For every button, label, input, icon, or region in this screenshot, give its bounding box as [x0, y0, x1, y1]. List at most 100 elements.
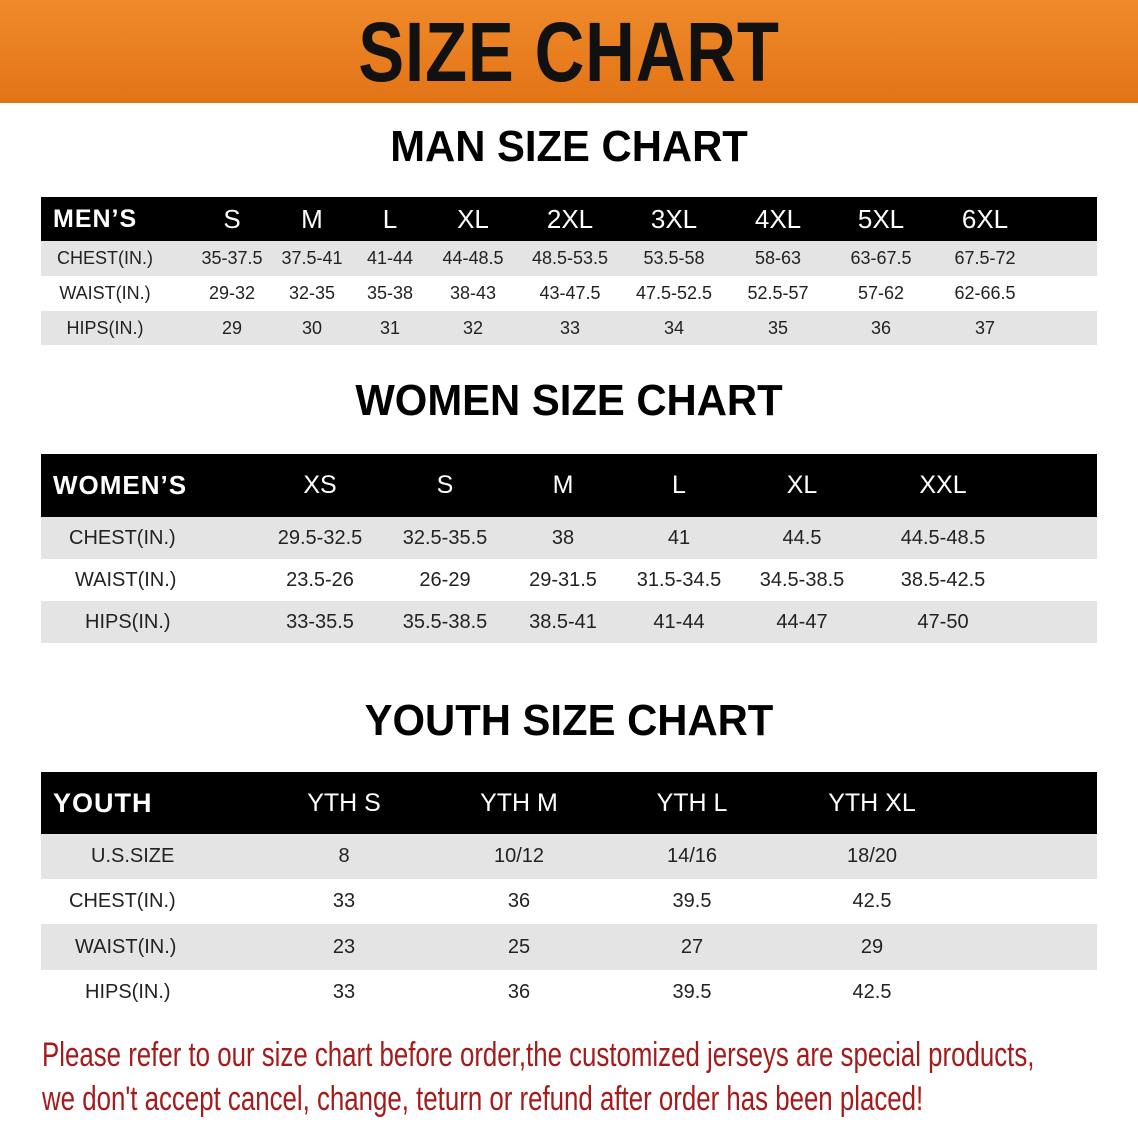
table-row: WAIST(IN.) 23 25 27 29 [41, 924, 1097, 970]
measurement-cell: 35-38 [366, 283, 414, 303]
size-header-yth-l: YTH L [656, 789, 728, 817]
row-label: HIPS(IN.) [85, 981, 171, 1003]
measurement-cell: 35 [767, 318, 789, 338]
table-row: WAIST(IN.) 23.5-26 26-29 29-31.5 31.5-34.5 34… [41, 559, 1097, 601]
row-label: HIPS(IN.) [85, 611, 171, 633]
men-section-title: MAN SIZE CHART [390, 122, 748, 171]
size-header-yth-m: YTH M [480, 789, 558, 817]
measurement-cell: 32 [462, 318, 484, 338]
measurement-cell: 44-47 [776, 611, 828, 633]
table-row: HIPS(IN.) 33 36 39.5 42.5 [41, 970, 1097, 1015]
measurement-cell: 48.5-53.5 [531, 248, 609, 268]
measurement-cell: 42.5 [852, 981, 892, 1003]
note-line-1: Please refer to our size chart before or… [42, 1036, 1035, 1074]
measurement-cell: 29 [860, 936, 884, 958]
measurement-cell: 8 [338, 845, 350, 867]
size-header-xxl: XXL [919, 471, 967, 499]
measurement-cell: 36 [507, 981, 531, 1003]
size-header-yth-s: YTH S [307, 789, 381, 817]
row-label: U.S.SIZE [91, 845, 175, 867]
measurement-cell: 58-63 [754, 248, 802, 268]
measurement-cell: 41-44 [653, 611, 705, 633]
measurement-cell: 41-44 [366, 248, 414, 268]
note-line-2: we don't accept cancel, change, teturn o… [42, 1080, 924, 1118]
table-row: CHEST(IN.) 33 36 39.5 42.5 [41, 879, 1097, 924]
measurement-cell: 44.5 [782, 527, 822, 549]
measurement-cell: 33 [332, 890, 356, 912]
measurement-cell: 29-31.5 [529, 569, 597, 591]
row-label: WAIST(IN.) [75, 569, 177, 591]
measurement-cell: 53.5-58 [643, 248, 705, 268]
measurement-cell: 44.5-48.5 [900, 527, 986, 549]
size-header-m: M [301, 204, 323, 234]
size-header-s: S [436, 471, 454, 499]
measurement-cell: 38 [551, 527, 575, 549]
women-header-row: WOMEN’S XS S M L XL XXL [41, 454, 1097, 517]
measurement-cell: 52.5-57 [747, 283, 809, 303]
measurement-cell: 36 [870, 318, 892, 338]
measurement-cell: 30 [301, 318, 323, 338]
size-header-l: L [382, 204, 398, 234]
size-header-2xl: 2XL [546, 204, 594, 234]
size-header-xl: XL [457, 204, 489, 234]
youth-size-table: YOUTH YTH S YTH M YTH L YTH XL U.S.SIZE 8 10/12… [41, 772, 1097, 1015]
measurement-cell: 31 [379, 318, 401, 338]
measurement-cell: 43-47.5 [539, 283, 601, 303]
measurement-cell: 34.5-38.5 [759, 569, 845, 591]
row-label: CHEST(IN.) [69, 890, 176, 912]
women-header-label: WOMEN’S [53, 470, 188, 500]
measurement-cell: 44-48.5 [442, 248, 504, 268]
measurement-cell: 37 [974, 318, 996, 338]
measurement-cell: 67.5-72 [954, 248, 1016, 268]
row-label: HIPS(IN.) [66, 318, 144, 338]
table-row: CHEST(IN.) 35-37.5 37.5-41 41-44 44-48.5 48.5… [41, 241, 1097, 276]
size-header-4xl: 4XL [754, 204, 802, 234]
row-label: CHEST(IN.) [69, 527, 176, 549]
measurement-cell: 29 [221, 318, 243, 338]
measurement-cell: 33-35.5 [286, 611, 354, 633]
measurement-cell: 47.5-52.5 [635, 283, 713, 303]
row-label: WAIST(IN.) [59, 283, 151, 303]
women-size-table: WOMEN’S XS S M L XL XXL CHEST(IN.) 29.5-32.5 32.5… [41, 454, 1097, 643]
measurement-cell: 35-37.5 [201, 248, 263, 268]
table-row: U.S.SIZE 8 10/12 14/16 18/20 [41, 834, 1097, 879]
measurement-cell: 41 [667, 527, 691, 549]
size-header-6xl: 6XL [961, 204, 1009, 234]
women-section-title: WOMEN SIZE CHART [355, 376, 783, 425]
row-label: WAIST(IN.) [75, 936, 177, 958]
men-header-row: MEN’S S M L XL 2XL 3XL 4XL 5XL 6XL [41, 197, 1097, 241]
measurement-cell: 32.5-35.5 [402, 527, 488, 549]
measurement-cell: 31.5-34.5 [636, 569, 722, 591]
size-header-xs: XS [303, 471, 337, 499]
size-header-m: M [552, 471, 574, 499]
measurement-cell: 25 [507, 936, 531, 958]
measurement-cell: 47-50 [917, 611, 969, 633]
men-size-table: MEN’S S M L XL 2XL 3XL 4XL 5XL 6XL CHEST(IN.) 35-37… [41, 197, 1097, 345]
youth-section-title: YOUTH SIZE CHART [364, 696, 774, 745]
measurement-cell: 27 [680, 936, 704, 958]
measurement-cell: 36 [507, 890, 531, 912]
table-row: WAIST(IN.) 29-32 32-35 35-38 38-43 43-47.5 47.… [41, 276, 1097, 311]
table-row: HIPS(IN.) 29 30 31 32 33 34 35 36 37 [41, 311, 1097, 345]
measurement-cell: 29-32 [208, 283, 256, 303]
measurement-cell: 33 [332, 981, 356, 1003]
measurement-cell: 39.5 [672, 981, 712, 1003]
men-header-label: MEN’S [53, 205, 138, 233]
measurement-cell: 29.5-32.5 [277, 527, 363, 549]
size-header-l: L [672, 471, 686, 499]
measurement-cell: 63-67.5 [850, 248, 912, 268]
measurement-cell: 62-66.5 [954, 283, 1016, 303]
measurement-cell: 18/20 [846, 845, 898, 867]
youth-header-label: YOUTH [53, 788, 153, 818]
measurement-cell: 10/12 [493, 845, 545, 867]
measurement-cell: 32-35 [288, 283, 336, 303]
measurement-cell: 35.5-38.5 [402, 611, 488, 633]
measurement-cell: 26-29 [419, 569, 471, 591]
youth-header-row: YOUTH YTH S YTH M YTH L YTH XL [41, 772, 1097, 834]
measurement-cell: 14/16 [666, 845, 718, 867]
banner: SIZE CHART [0, 0, 1138, 103]
size-header-yth-xl: YTH XL [828, 789, 916, 817]
size-header-xl: XL [786, 471, 818, 499]
measurement-cell: 38-43 [449, 283, 497, 303]
